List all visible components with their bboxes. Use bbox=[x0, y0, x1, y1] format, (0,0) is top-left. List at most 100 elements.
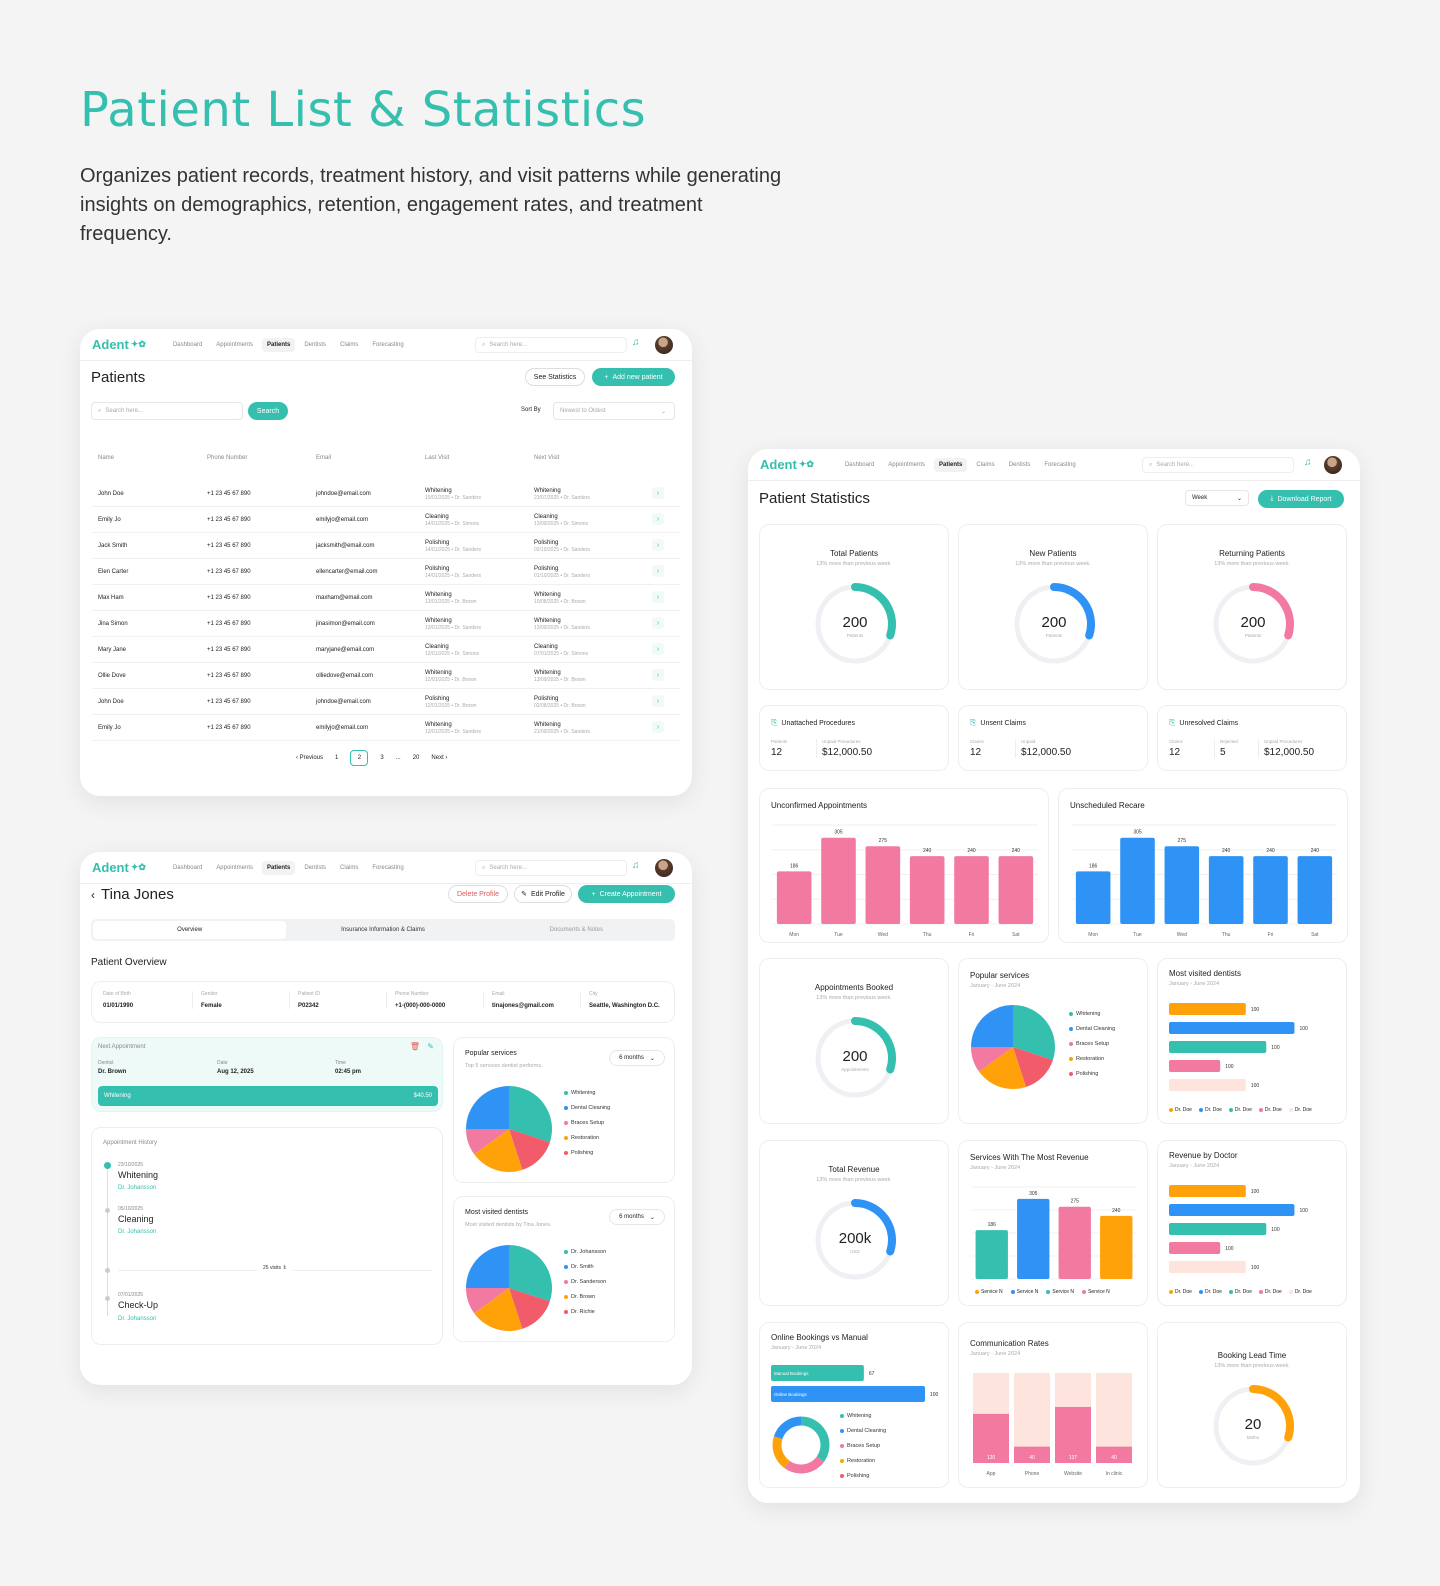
nav-item-forecasting[interactable]: Forecasting bbox=[372, 864, 404, 871]
table-row[interactable]: Elen Carter +1 23 45 67 890 ellencarter@em… bbox=[92, 559, 680, 585]
nav-item-dashboard[interactable]: Dashboard bbox=[172, 341, 203, 348]
chevron-right-icon[interactable]: › bbox=[652, 539, 664, 551]
nav-item-dashboard[interactable]: Dashboard bbox=[844, 461, 875, 468]
table-row[interactable]: Ollie Dove +1 23 45 67 890 olliedove@email… bbox=[92, 663, 680, 689]
nav-item-dentists[interactable]: Dentists bbox=[1008, 461, 1031, 468]
nav-item-patients[interactable]: Patients bbox=[262, 860, 296, 875]
search-button[interactable]: Search bbox=[248, 402, 288, 420]
chevron-right-icon[interactable]: › bbox=[652, 643, 664, 655]
download-report-button[interactable]: ⤓ Download Report bbox=[1258, 490, 1344, 508]
see-statistics-button[interactable]: See Statistics bbox=[525, 368, 585, 386]
table-row[interactable]: Mary Jane +1 23 45 67 890 maryjane@email.c… bbox=[92, 637, 680, 663]
chevron-right-icon[interactable]: › bbox=[652, 565, 664, 577]
patient-statistics-card: Adent ✦✿ Dashboard Appointments Patients … bbox=[748, 449, 1360, 1503]
chevron-right-icon[interactable]: › bbox=[652, 669, 664, 681]
global-search-input[interactable]: ⌕ Search here... bbox=[475, 337, 627, 353]
legend-item: Dr. Brown bbox=[564, 1294, 606, 1300]
nav-item-claims[interactable]: Claims bbox=[340, 864, 359, 871]
create-appointment-button[interactable]: + Create Appointment bbox=[578, 885, 675, 903]
category-tick-label: Wed bbox=[1177, 932, 1187, 938]
pencil-icon[interactable]: ✎ bbox=[427, 1042, 434, 1051]
table-row[interactable]: John Doe +1 23 45 67 890 johndoe@email.com… bbox=[92, 481, 680, 507]
history-doctor[interactable]: Dr. Johansson bbox=[118, 1316, 157, 1322]
patient-search-input[interactable]: ⌕ Search here... bbox=[91, 402, 243, 420]
chevron-right-icon[interactable]: › bbox=[652, 617, 664, 629]
category-tick-label: Sat bbox=[1012, 932, 1020, 938]
period-select[interactable]: 6 months ⌄ bbox=[609, 1209, 665, 1225]
nav-item-appointments[interactable]: Appointments bbox=[888, 461, 925, 468]
user-avatar[interactable] bbox=[655, 336, 673, 354]
global-search-input[interactable]: ⌕ Search here... bbox=[475, 860, 627, 876]
pagination-next[interactable]: Next › bbox=[431, 755, 448, 761]
delete-profile-button[interactable]: Delete Profile bbox=[448, 885, 508, 903]
nav-item-patients[interactable]: Patients bbox=[934, 457, 968, 472]
app-logo[interactable]: Adent ✦✿ bbox=[92, 860, 146, 875]
user-avatar[interactable] bbox=[655, 859, 673, 877]
global-search-input[interactable]: ⌕ Search here... bbox=[1142, 457, 1294, 473]
legend-dot bbox=[1069, 1072, 1073, 1076]
nav-item-dentists[interactable]: Dentists bbox=[304, 341, 327, 348]
page-20[interactable]: 20 bbox=[412, 755, 420, 761]
table-row[interactable]: Max Ham +1 23 45 67 890 maxham@email.com Wh… bbox=[92, 585, 680, 611]
chevron-right-icon[interactable]: › bbox=[652, 721, 664, 733]
pie-slice bbox=[509, 1245, 552, 1302]
nav-item-claims[interactable]: Claims bbox=[976, 461, 995, 468]
nav-item-appointments[interactable]: Appointments bbox=[216, 864, 253, 871]
chevron-right-icon[interactable]: › bbox=[652, 487, 664, 499]
add-new-patient-button[interactable]: + Add new patient bbox=[592, 368, 675, 386]
period-select[interactable]: 6 months ⌄ bbox=[609, 1050, 665, 1066]
app-logo[interactable]: Adent ✦✿ bbox=[92, 337, 146, 352]
edit-profile-button[interactable]: ✎ Edit Profile bbox=[514, 885, 572, 903]
page-1[interactable]: 1 bbox=[335, 755, 339, 761]
nav-item-forecasting[interactable]: Forecasting bbox=[1044, 461, 1076, 468]
bar-value-label: 275 bbox=[1071, 1199, 1080, 1205]
nav-item-claims[interactable]: Claims bbox=[340, 341, 359, 348]
nav-item-patients[interactable]: Patients bbox=[262, 337, 296, 352]
legend-item: Dr. Johansson bbox=[564, 1249, 606, 1255]
delete-icon[interactable]: 🗑 bbox=[409, 1042, 420, 1051]
table-row[interactable]: Jina Simon +1 23 45 67 890 jinasimon@email… bbox=[92, 611, 680, 637]
gauge-unit: Mnths bbox=[1247, 1435, 1260, 1440]
nav-item-dentists[interactable]: Dentists bbox=[304, 864, 327, 871]
chevron-right-icon[interactable]: › bbox=[652, 591, 664, 603]
page-title: Patients bbox=[91, 369, 146, 386]
nav-item-appointments[interactable]: Appointments bbox=[216, 341, 253, 348]
tab-documents[interactable]: Documents & Notes bbox=[549, 927, 603, 933]
legend-dot bbox=[1288, 1290, 1293, 1294]
pagination-previous[interactable]: ‹ Previous bbox=[296, 755, 324, 761]
nav-item-forecasting[interactable]: Forecasting bbox=[372, 341, 404, 348]
chevron-down-icon: ⌄ bbox=[1236, 495, 1242, 502]
table-row[interactable]: Jack Smith +1 23 45 67 890 jacksmith@email… bbox=[92, 533, 680, 559]
tab-overview[interactable]: Overview bbox=[93, 921, 287, 939]
page-2[interactable]: 2 bbox=[350, 750, 369, 766]
bell-icon[interactable]: ♫ bbox=[632, 337, 640, 348]
table-row[interactable]: Emily Jo +1 23 45 67 890 emilyjo@email.com… bbox=[92, 715, 680, 741]
chevron-right-icon[interactable]: › bbox=[652, 513, 664, 525]
bar-value-label: 240 bbox=[923, 848, 932, 854]
more-visits-button[interactable]: 25 visits ⇕ bbox=[257, 1265, 293, 1271]
table-row[interactable]: Emily Jo +1 23 45 67 890 emilyjo@email.com… bbox=[92, 507, 680, 533]
legend-item: Restoration bbox=[564, 1135, 610, 1141]
bell-icon[interactable]: ♫ bbox=[1304, 457, 1312, 468]
sort-select[interactable]: Newest to Oldest ⌄ bbox=[553, 402, 675, 420]
legend-dot bbox=[1069, 1042, 1073, 1046]
bell-icon[interactable]: ♫ bbox=[632, 860, 640, 871]
chevron-right-icon[interactable]: › bbox=[652, 695, 664, 707]
bar-value-label: 186 bbox=[1089, 863, 1098, 869]
app-logo[interactable]: Adent ✦✿ bbox=[760, 457, 814, 472]
period-select[interactable]: Week ⌄ bbox=[1185, 490, 1249, 506]
bar-value-label: 305 bbox=[834, 830, 843, 836]
history-doctor[interactable]: Dr. Johansson bbox=[118, 1185, 157, 1191]
table-row[interactable]: John Doe +1 23 45 67 890 johndoe@email.com… bbox=[92, 689, 680, 715]
patient-info-panel: Date of Birth 01/01/1990 Gender Female Patie… bbox=[91, 981, 675, 1023]
bar bbox=[821, 837, 856, 924]
gauge-panel: Total Patients 13% more than previous we… bbox=[759, 524, 949, 690]
page-3[interactable]: 3 bbox=[380, 755, 384, 761]
user-avatar[interactable] bbox=[1324, 456, 1342, 474]
panel-title: Unscheduled Recare bbox=[1070, 801, 1145, 810]
history-doctor[interactable]: Dr. Johansson bbox=[118, 1229, 157, 1235]
tab-insurance[interactable]: Insurance Information & Claims bbox=[341, 927, 425, 933]
gauge-ring: 200 Patients bbox=[815, 583, 896, 664]
back-arrow-icon[interactable]: ‹ bbox=[91, 888, 95, 902]
nav-item-dashboard[interactable]: Dashboard bbox=[172, 864, 203, 871]
